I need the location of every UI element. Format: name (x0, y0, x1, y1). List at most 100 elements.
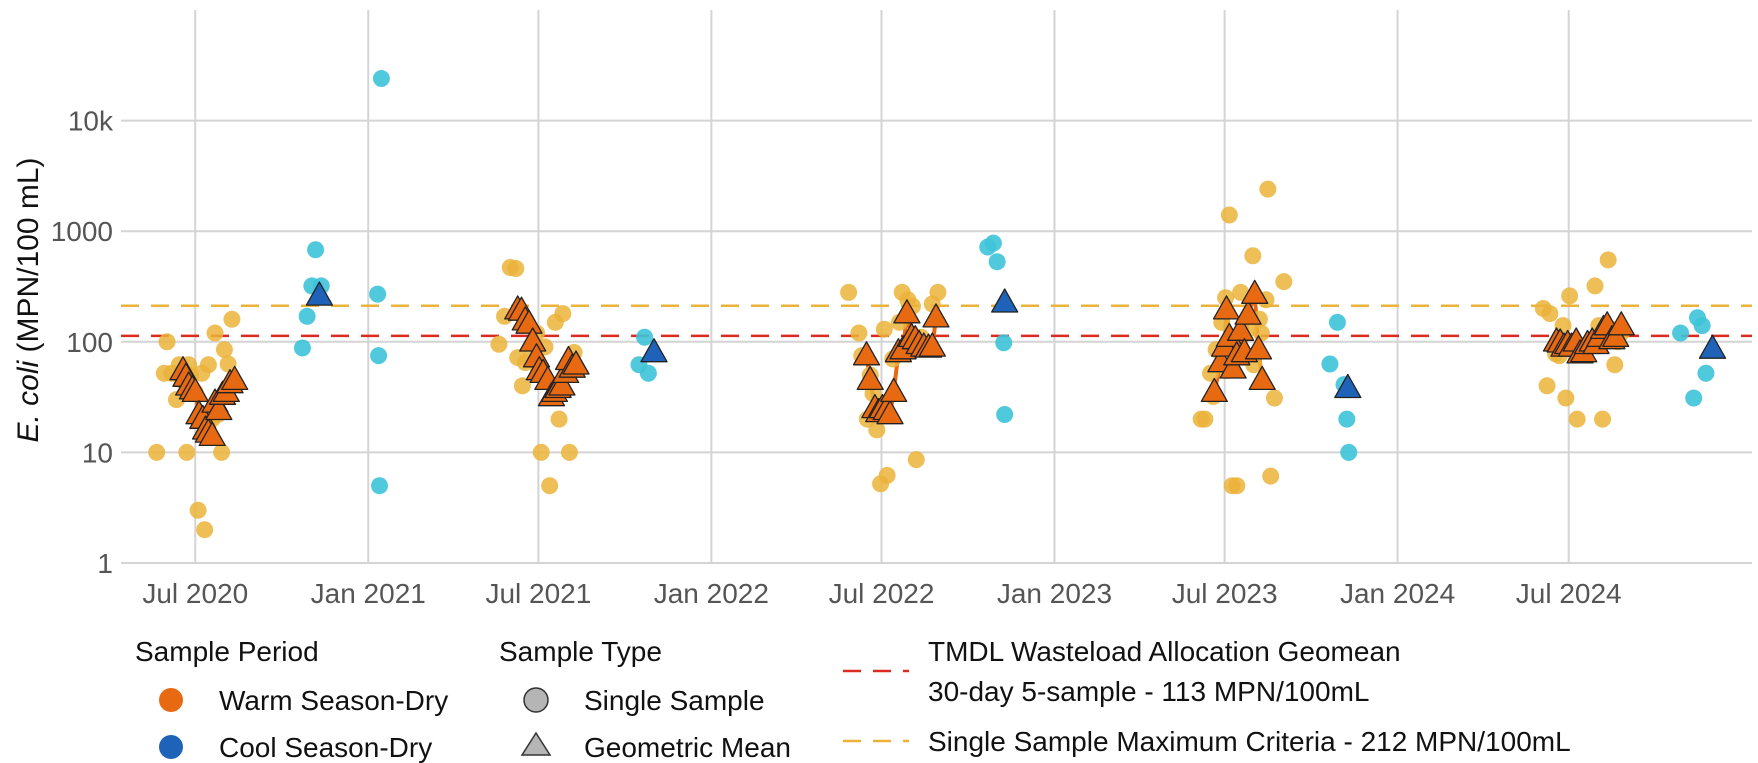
warm-single-sample-point (907, 451, 925, 469)
cool-single-sample-point (1321, 355, 1339, 373)
warm-single-sample-point (1265, 389, 1283, 407)
warm-single-sample-point (1561, 287, 1579, 305)
warm-single-sample-point (196, 521, 214, 539)
y-tick-label: 10 (82, 437, 113, 468)
grid (121, 10, 1752, 564)
warm-single-sample-point (148, 443, 166, 461)
warm-single-sample-point (532, 443, 550, 461)
warm-geomean-point (1212, 295, 1241, 320)
x-tick-label: Jul 2020 (142, 578, 248, 609)
cool-single-sample-point (995, 334, 1013, 352)
cool-single-sample-point (636, 328, 654, 346)
warm-geomean-point (1226, 316, 1255, 341)
y-tick-label: 100 (66, 327, 113, 358)
cool-single-sample-point (996, 406, 1014, 424)
warm-single-sample-point (213, 443, 231, 461)
cool-single-sample-point (369, 285, 387, 303)
warm-single-sample-point (189, 501, 207, 519)
warm-single-sample-point (929, 283, 947, 301)
warm-geomean-point (515, 309, 543, 334)
warm-single-sample-point (1220, 206, 1238, 224)
warm-single-sample-point (1586, 277, 1604, 295)
warm-single-sample-point (868, 421, 886, 439)
cool-geomean-point (1334, 373, 1362, 399)
legend-marker-single-sample (523, 687, 549, 713)
cool-single-sample-point (293, 339, 311, 357)
warm-geomean-point (221, 365, 249, 391)
cool-geomean-point (640, 338, 668, 363)
warm-single-sample-point (840, 283, 858, 301)
warm-single-sample-point (554, 305, 572, 323)
y-tick-label: 1000 (51, 216, 113, 247)
cool-single-sample-point (372, 70, 390, 88)
x-tick-label: Jul 2023 (1172, 578, 1278, 609)
warm-single-sample-point (1262, 467, 1280, 485)
cool-single-sample-point (1672, 324, 1690, 342)
warm-geomean-point (852, 341, 881, 366)
warm-single-sample-point (1196, 410, 1214, 428)
cool-single-sample-point (370, 347, 388, 365)
warm-single-sample-point (513, 377, 531, 395)
y-tick-label: 1 (97, 548, 113, 579)
cool-geomean-point (1698, 334, 1727, 359)
warm-single-sample-point (158, 333, 176, 351)
cool-single-sample-point (307, 241, 325, 259)
legend-label-single-sample: Single Sample (584, 685, 765, 716)
cool-geomean-point (305, 281, 334, 306)
cool-single-sample-point (988, 253, 1006, 271)
warm-geomean-point (876, 400, 904, 425)
warm-single-sample-point (215, 341, 233, 359)
warm-single-sample-point (1594, 410, 1612, 428)
warm-single-sample-point (1259, 180, 1277, 198)
cool-single-sample-point (371, 477, 389, 495)
cool-geomean-point (991, 288, 1019, 313)
warm-single-sample-point (1275, 273, 1293, 291)
cool-single-sample-point (1685, 389, 1703, 407)
warm-single-sample-point (550, 410, 568, 428)
warm-single-sample-point (1568, 410, 1586, 428)
legend-label-single-max: Single Sample Maximum Criteria - 212 MPN… (928, 726, 1571, 757)
warm-geomean-point (1244, 335, 1273, 360)
y-axis-label-units: (MPN/100 mL) (12, 157, 45, 360)
warm-geomean-point (548, 371, 576, 396)
x-tick-label: Jan 2021 (311, 578, 426, 609)
warm-geomean-point (562, 350, 590, 375)
warm-single-sample-point (1538, 377, 1556, 395)
warm-geomean-point (1219, 354, 1247, 379)
x-tick-label: Jan 2024 (1340, 578, 1455, 609)
warm-geomean-point (880, 377, 908, 403)
legend-title-sample-period: Sample Period (135, 636, 319, 667)
warm-single-sample-point (178, 443, 196, 461)
legend: Sample Period Warm Season-Dry Cool Seaso… (135, 636, 1571, 763)
warm-single-sample-point (1606, 356, 1624, 374)
warm-geomean-point (893, 299, 921, 324)
cool-single-sample-point (1328, 313, 1346, 331)
x-tick-label: Jan 2022 (654, 578, 769, 609)
legend-label-warm: Warm Season-Dry (219, 685, 448, 716)
cool-single-sample-point (1693, 317, 1711, 335)
y-axis-label: E. coli (MPN/100 mL) (12, 157, 45, 442)
axes: 1 10 100 1000 10k Jul 2020 Jan 2021 Jul 2021 Jan… (51, 106, 1622, 609)
warm-single-sample-point (206, 324, 224, 342)
warm-single-sample-point (1541, 305, 1559, 323)
cool-single-sample-point (1697, 364, 1715, 382)
cool-single-sample-point (984, 234, 1002, 252)
warm-geomean-point (1234, 300, 1262, 325)
warm-single-sample-point (1557, 389, 1575, 407)
legend-label-geometric-mean: Geometric Mean (584, 732, 791, 763)
x-tick-label: Jul 2022 (829, 578, 935, 609)
legend-label-tmdl-line2: 30-day 5-sample - 113 MPN/100mL (928, 676, 1369, 707)
x-tick-label: Jan 2023 (997, 578, 1112, 609)
cool-single-sample-point (1340, 443, 1358, 461)
cool-single-sample-point (639, 364, 657, 382)
legend-marker-geometric-mean (520, 731, 552, 756)
warm-single-sample-point (1244, 247, 1262, 265)
warm-single-sample-point (1228, 477, 1246, 495)
warm-geomean-point (198, 421, 226, 447)
warm-geomean-point (922, 303, 950, 328)
warm-geomean-point (1248, 365, 1276, 391)
legend-label-tmdl-line1: TMDL Wasteload Allocation Geomean (928, 636, 1401, 667)
warm-single-sample-point (1554, 317, 1572, 335)
warm-single-sample-point (219, 355, 237, 373)
